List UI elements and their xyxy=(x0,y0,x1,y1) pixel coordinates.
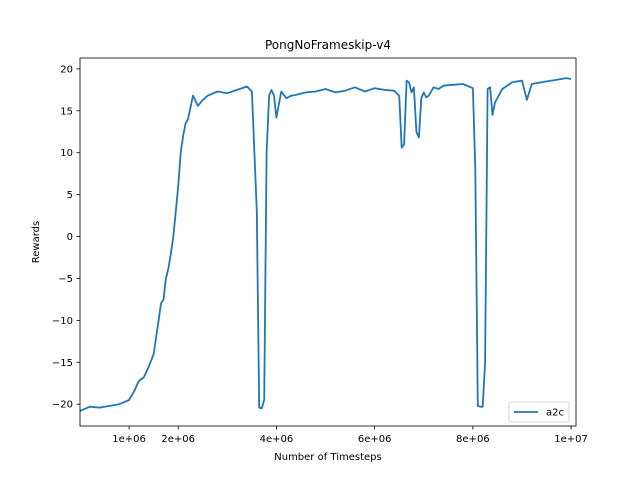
data-layer xyxy=(79,77,572,412)
y-tick-label: −5 xyxy=(58,274,73,285)
x-tick-label: 4e+06 xyxy=(260,434,294,445)
x-tick-label: 1e+07 xyxy=(554,434,588,445)
y-tick-label: 15 xyxy=(60,106,73,117)
plot-background xyxy=(80,58,576,426)
y-tick-label: −20 xyxy=(52,400,73,411)
x-tick-label: 2e+06 xyxy=(161,434,195,445)
series-line-a2c xyxy=(79,77,572,412)
legend-label: a2c xyxy=(546,408,564,419)
x-axis-label: Number of Timesteps xyxy=(274,452,381,463)
plot-frame xyxy=(79,57,577,427)
x-tick-label: 1e+06 xyxy=(112,434,146,445)
x-axis-ticks: 1e+06 2e+06 4e+06 6e+06 8e+06 1e+07 xyxy=(112,426,588,445)
x-tick-label: 8e+06 xyxy=(456,434,490,445)
legend: a2c xyxy=(508,401,570,423)
y-tick-label: 0 xyxy=(67,232,73,243)
y-tick-label: −10 xyxy=(52,316,73,327)
x-tick-label: 6e+06 xyxy=(358,434,392,445)
y-tick-label: −15 xyxy=(52,358,73,369)
y-tick-label: 5 xyxy=(67,190,73,201)
y-axis-label: Rewards xyxy=(31,221,42,263)
y-axis-ticks: 20 15 10 5 0 −5 −10 −15 −20 xyxy=(52,64,80,411)
y-tick-label: 20 xyxy=(60,64,73,75)
legend-box xyxy=(508,401,570,423)
y-tick-label: 10 xyxy=(60,148,73,159)
chart-title: PongNoFrameskip-v4 xyxy=(265,38,391,52)
